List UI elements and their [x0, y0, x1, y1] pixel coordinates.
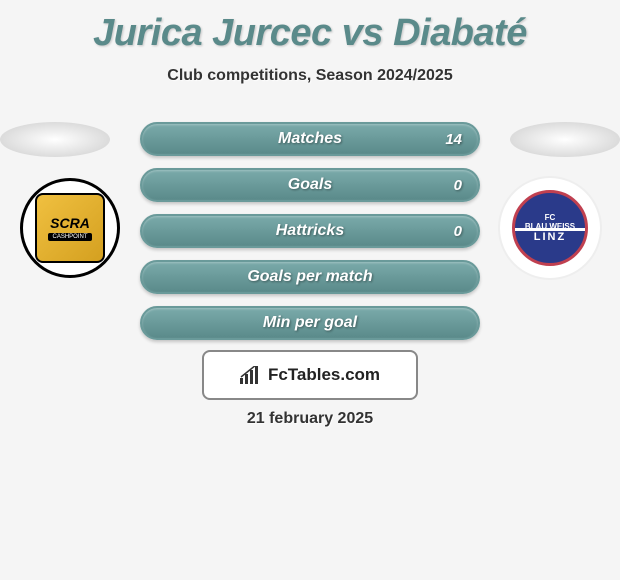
stat-row-hattricks: Hattricks 0 [140, 214, 480, 248]
stat-label: Goals [288, 176, 332, 194]
club-badge-left-main-text: SCRA [50, 215, 90, 231]
stat-row-min-per-goal: Min per goal [140, 306, 480, 340]
chart-icon [240, 366, 262, 384]
stat-row-goals: Goals 0 [140, 168, 480, 202]
club-badge-right-circle: FC BLAU WEISS LINZ [512, 190, 588, 266]
page-title: Jurica Jurcec vs Diabaté [0, 0, 620, 55]
subtitle: Club competitions, Season 2024/2025 [0, 67, 620, 85]
stat-label: Min per goal [263, 314, 357, 332]
stat-value-right: 14 [445, 131, 462, 148]
stat-label: Hattricks [276, 222, 344, 240]
attribution-box: FcTables.com [202, 350, 418, 400]
stat-value-right: 0 [454, 223, 462, 240]
club-badge-left-shield: SCRA CASHPOINT [35, 193, 105, 263]
ellipse-decoration-right [510, 122, 620, 157]
club-badge-left: SCRA CASHPOINT [20, 178, 120, 278]
stat-label: Matches [278, 130, 342, 148]
stats-container: Matches 14 Goals 0 Hattricks 0 Goals per… [140, 122, 480, 352]
attribution-text: FcTables.com [268, 365, 380, 385]
stat-value-right: 0 [454, 177, 462, 194]
stat-row-matches: Matches 14 [140, 122, 480, 156]
stat-label: Goals per match [247, 268, 372, 286]
club-badge-right: FC BLAU WEISS LINZ [500, 178, 600, 278]
date-text: 21 february 2025 [0, 410, 620, 428]
club-badge-right-fc-text: FC [545, 213, 556, 222]
club-badge-right-bottom-text: LINZ [534, 231, 566, 243]
club-badge-right-stripe [515, 228, 585, 231]
club-badge-left-sub-text: CASHPOINT [48, 233, 91, 241]
stat-row-goals-per-match: Goals per match [140, 260, 480, 294]
ellipse-decoration-left [0, 122, 110, 157]
